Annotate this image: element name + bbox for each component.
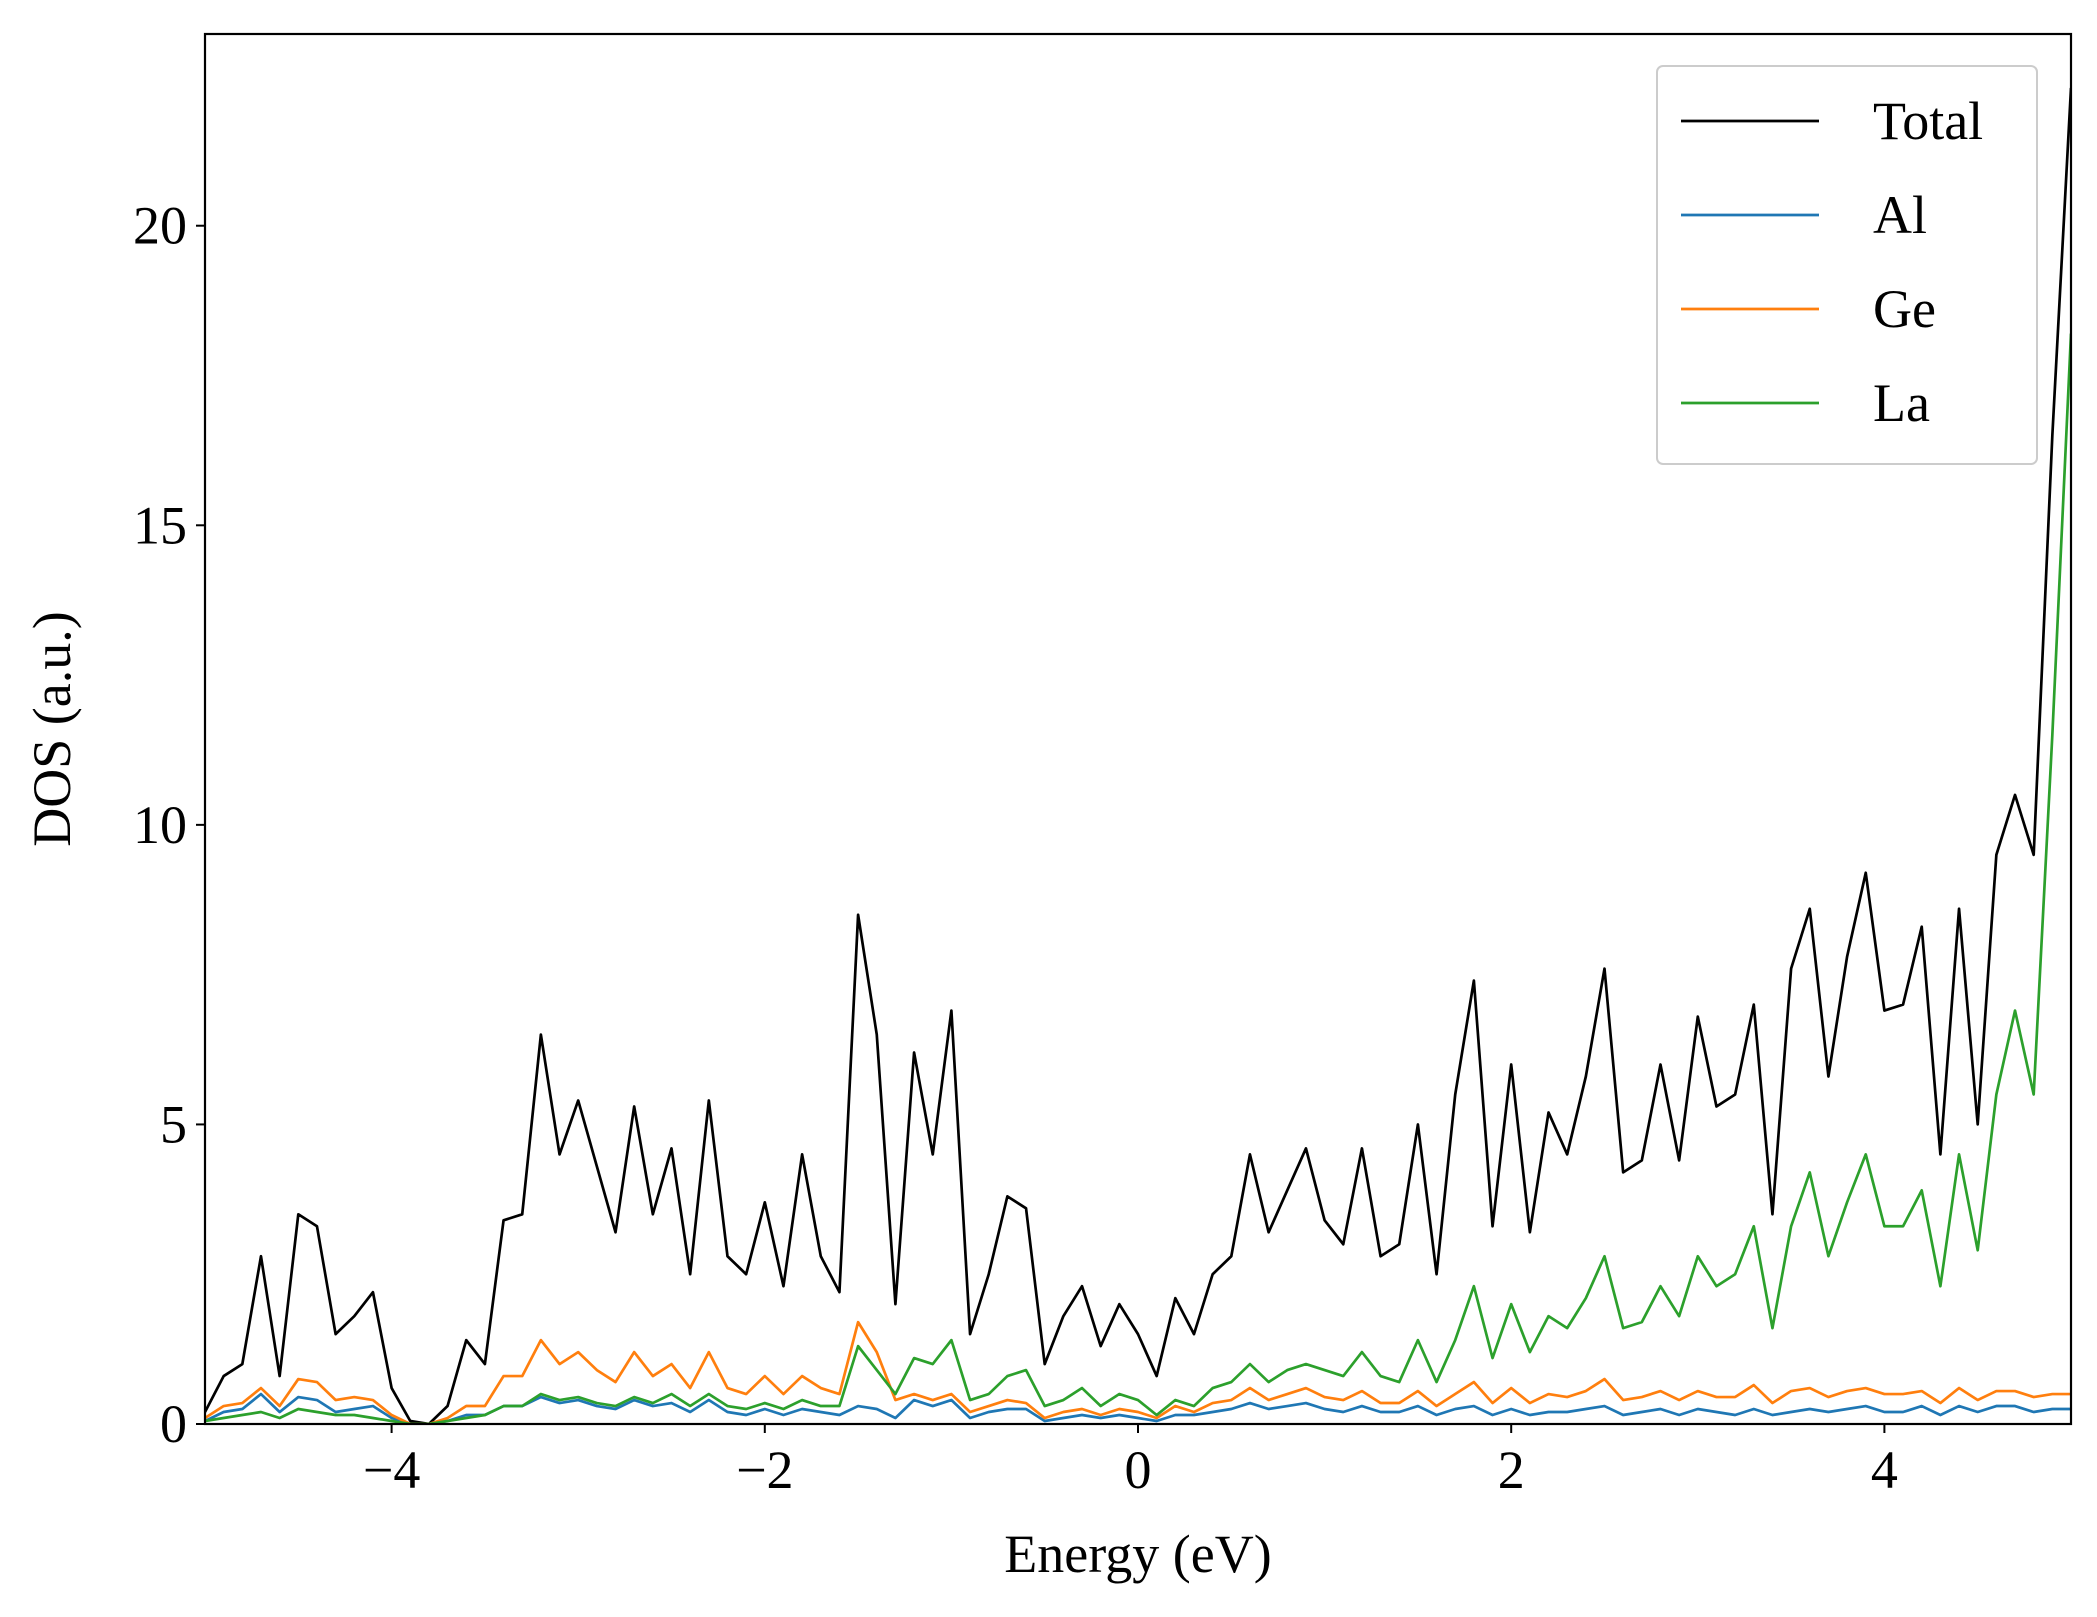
series-line	[205, 1320, 2071, 1424]
x-axis-label: Energy (eV)	[1004, 1524, 1271, 1584]
y-axis-label: DOS (a.u.)	[22, 611, 82, 846]
x-tick-label: 2	[1498, 1440, 1525, 1500]
plot-lines	[205, 87, 2071, 1424]
x-tick-label: 4	[1871, 1440, 1898, 1500]
x-tick-label: −4	[363, 1440, 420, 1500]
y-tick-label: 0	[160, 1394, 187, 1454]
series-line	[205, 333, 2071, 1424]
series-line	[205, 1392, 2071, 1424]
series-line	[205, 87, 2071, 1424]
legend-label: Ge	[1873, 279, 1936, 339]
x-tick-label: −2	[736, 1440, 793, 1500]
legend: Total Al Ge La	[1656, 65, 2038, 465]
legend-label: Al	[1873, 185, 1927, 245]
y-tick-label: 10	[133, 795, 187, 855]
x-tick-label: 0	[1125, 1440, 1152, 1500]
legend-label: Total	[1873, 91, 1983, 151]
legend-box	[1656, 65, 2038, 465]
y-tick-label: 20	[133, 196, 187, 256]
y-tick-label: 15	[133, 495, 187, 555]
y-tick-label: 5	[160, 1094, 187, 1154]
legend-label: La	[1873, 373, 1930, 433]
